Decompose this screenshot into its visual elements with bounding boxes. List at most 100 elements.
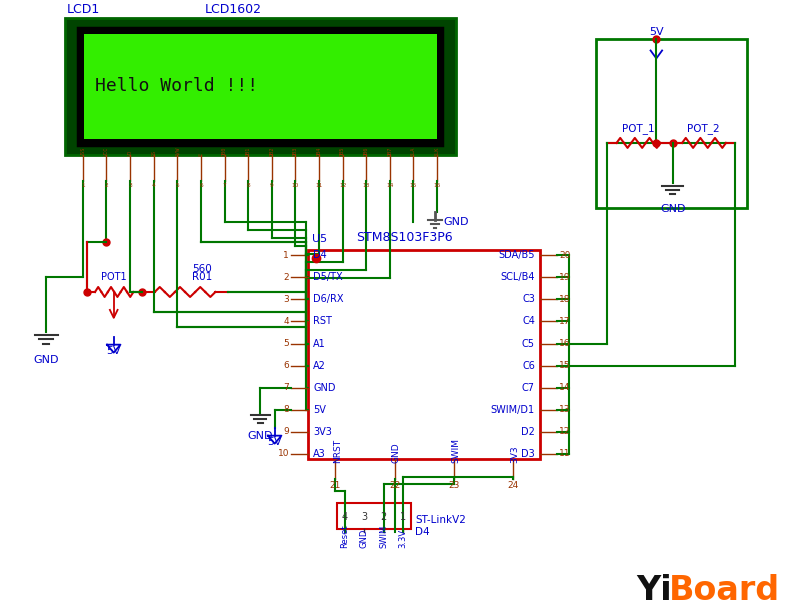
- Text: Reset: Reset: [341, 525, 350, 549]
- Text: D5/TX: D5/TX: [314, 272, 343, 282]
- Text: GND: GND: [34, 355, 59, 365]
- Text: 6: 6: [283, 361, 289, 370]
- Text: DB6: DB6: [364, 146, 369, 156]
- Text: R01: R01: [192, 272, 213, 282]
- Bar: [84, 34, 437, 139]
- Text: 560: 560: [193, 264, 212, 274]
- Text: 13: 13: [559, 405, 570, 415]
- Text: C3: C3: [522, 295, 535, 304]
- Text: 23: 23: [448, 481, 459, 490]
- Text: 9: 9: [270, 183, 274, 188]
- Text: 6: 6: [199, 183, 202, 188]
- Text: LCD1602: LCD1602: [204, 2, 262, 16]
- Text: A3: A3: [314, 449, 326, 459]
- Text: U5: U5: [312, 234, 327, 244]
- Text: D6/RX: D6/RX: [314, 295, 344, 304]
- Text: A2: A2: [314, 360, 326, 371]
- Text: 22: 22: [389, 481, 400, 490]
- Text: LCD1: LCD1: [66, 2, 100, 16]
- Text: 3V3: 3V3: [314, 427, 332, 437]
- Text: STM8S103F3P6: STM8S103F3P6: [357, 231, 454, 244]
- Text: 3: 3: [362, 512, 367, 522]
- Text: 13: 13: [362, 183, 370, 188]
- Text: 5V: 5V: [267, 437, 282, 446]
- Text: 5: 5: [283, 339, 289, 348]
- Text: R/W: R/W: [175, 146, 180, 156]
- Text: DB0: DB0: [222, 146, 227, 156]
- Text: C5: C5: [522, 339, 535, 349]
- Bar: [78, 28, 442, 145]
- Text: 19: 19: [559, 273, 570, 282]
- Text: 16: 16: [434, 183, 441, 188]
- Text: 2: 2: [283, 273, 289, 282]
- Text: 8: 8: [246, 183, 250, 188]
- Text: 24: 24: [507, 481, 518, 490]
- Text: 5V: 5V: [649, 26, 664, 36]
- Text: GND: GND: [660, 204, 686, 214]
- Text: 5V: 5V: [106, 346, 121, 355]
- Text: 8: 8: [283, 405, 289, 415]
- Text: 15: 15: [410, 183, 417, 188]
- Text: 7: 7: [222, 183, 226, 188]
- Text: SDA/B5: SDA/B5: [498, 250, 535, 260]
- Text: DB3: DB3: [293, 146, 298, 156]
- Text: GND: GND: [360, 529, 369, 549]
- Text: 4: 4: [342, 512, 348, 522]
- Text: 5: 5: [175, 183, 179, 188]
- Text: 21: 21: [330, 481, 341, 490]
- Text: ST-LinkV2: ST-LinkV2: [415, 515, 466, 525]
- Text: POT1: POT1: [101, 272, 126, 282]
- Text: 16: 16: [559, 339, 570, 348]
- Bar: [596, 39, 747, 207]
- Text: 2: 2: [381, 512, 386, 522]
- Bar: [65, 18, 456, 155]
- Text: DB4: DB4: [317, 146, 322, 156]
- Text: BLK: BLK: [434, 146, 439, 156]
- Bar: [309, 250, 540, 459]
- Text: 18: 18: [559, 295, 570, 304]
- Text: NRST: NRST: [333, 439, 342, 463]
- Text: SWIM/D1: SWIM/D1: [490, 405, 535, 415]
- Text: 4: 4: [152, 183, 155, 188]
- Text: 3.3V: 3.3V: [398, 530, 407, 549]
- Text: 17: 17: [559, 317, 570, 326]
- Text: 9: 9: [283, 427, 289, 437]
- Text: 10: 10: [292, 183, 299, 188]
- Text: SCL/B4: SCL/B4: [500, 272, 535, 282]
- Text: GND: GND: [392, 442, 401, 463]
- Text: SWIM: SWIM: [451, 438, 460, 463]
- Text: 1: 1: [400, 512, 406, 522]
- Text: DB5: DB5: [340, 146, 345, 156]
- Text: 3V3: 3V3: [510, 445, 519, 463]
- Text: 11: 11: [559, 450, 570, 459]
- Text: 12: 12: [339, 183, 346, 188]
- Text: 3: 3: [283, 295, 289, 304]
- Text: Board: Board: [669, 574, 780, 606]
- Text: DB7: DB7: [387, 146, 392, 156]
- Text: 7: 7: [283, 383, 289, 392]
- Text: VO: VO: [128, 149, 133, 156]
- Text: 4: 4: [283, 317, 289, 326]
- Text: 5V: 5V: [314, 405, 326, 415]
- Text: C4: C4: [522, 317, 535, 327]
- Text: C7: C7: [522, 383, 535, 393]
- Text: 20: 20: [559, 251, 570, 260]
- Text: GND: GND: [247, 432, 273, 442]
- Text: SWIM: SWIM: [379, 525, 388, 549]
- Text: 11: 11: [315, 183, 322, 188]
- Text: 2: 2: [105, 183, 108, 188]
- Text: VCC: VCC: [104, 146, 109, 156]
- Text: D3: D3: [521, 449, 535, 459]
- Text: BLA: BLA: [411, 146, 416, 156]
- Bar: [338, 502, 410, 528]
- Text: Hello World !!!: Hello World !!!: [95, 77, 258, 95]
- Text: D2: D2: [521, 427, 535, 437]
- Text: 3: 3: [128, 183, 132, 188]
- Text: 12: 12: [559, 427, 570, 437]
- Text: VSS: VSS: [80, 146, 86, 156]
- Text: POT_1: POT_1: [622, 123, 654, 134]
- Text: C6: C6: [522, 360, 535, 371]
- Text: A1: A1: [314, 339, 326, 349]
- Text: RST: RST: [314, 317, 332, 327]
- Text: 10: 10: [278, 450, 289, 459]
